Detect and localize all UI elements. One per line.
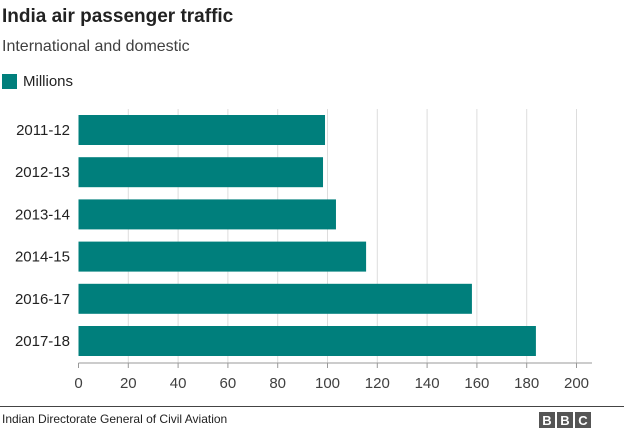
bar-2014-15 <box>78 241 367 272</box>
chart-title: India air passenger traffic <box>2 6 234 27</box>
x-tick-label: 120 <box>365 375 390 392</box>
x-tick-label: 200 <box>564 375 589 392</box>
bar-2011-12 <box>78 115 326 145</box>
source-text: Indian Directorate General of Civil Avia… <box>2 412 228 426</box>
bar-2013-14 <box>78 199 336 230</box>
x-tick-label: 40 <box>170 375 187 392</box>
x-tick-label: 160 <box>464 375 489 392</box>
x-tick-label: 60 <box>220 375 237 392</box>
x-tick-label: 140 <box>415 375 440 392</box>
y-tick-label: 2012-13 <box>15 164 70 181</box>
x-tick-label: 180 <box>514 375 539 392</box>
x-tick-label: 20 <box>120 375 137 392</box>
x-tick-label: 80 <box>269 375 286 392</box>
y-tick-label: 2017-18 <box>15 333 70 350</box>
legend: Millions <box>2 73 73 90</box>
legend-swatch <box>2 74 17 89</box>
y-tick-label: 2013-14 <box>15 206 70 223</box>
bar-chart: 0 20 40 60 80 100 120 140 160 180 200 2011-12 2012-1… <box>15 109 592 392</box>
bar-2017-18 <box>78 326 536 356</box>
y-tick-label: 2011-12 <box>16 122 70 139</box>
y-tick-label: 2016-17 <box>15 291 70 308</box>
footer-divider <box>0 406 624 407</box>
bar-2016-17 <box>78 283 472 314</box>
chart-subtitle: International and domestic <box>2 38 190 55</box>
x-tick-label: 100 <box>315 375 340 392</box>
bbc-logo: B B C <box>539 412 591 428</box>
y-tick-label: 2014-15 <box>15 249 70 266</box>
bar-2012-13 <box>78 157 324 188</box>
x-tick-label: 0 <box>74 375 82 392</box>
legend-label: Millions <box>23 73 74 90</box>
